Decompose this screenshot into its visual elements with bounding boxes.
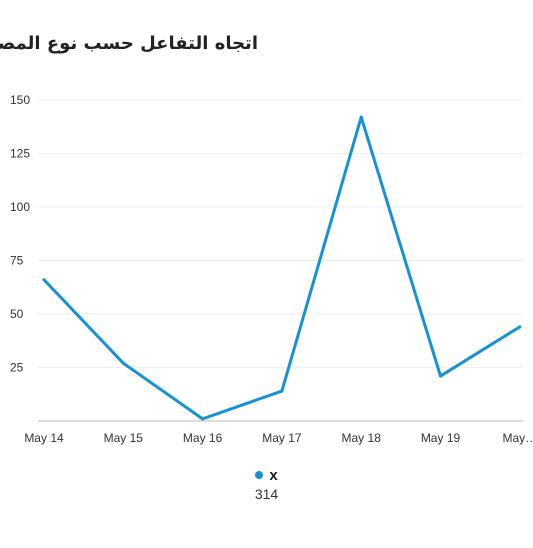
data-point <box>439 374 442 378</box>
y-tick-label: 100 <box>10 200 30 214</box>
y-tick-label: 75 <box>10 254 24 268</box>
data-point <box>518 325 522 329</box>
x-tick-label: May… <box>502 431 533 445</box>
chart-title: اتجاه التفاعل حسب نوع المصدر <box>0 33 258 54</box>
x-tick-label: May 18 <box>342 431 382 445</box>
x-tick-label: May 14 <box>24 431 64 445</box>
data-point <box>121 361 125 365</box>
y-tick-label: 50 <box>10 307 24 321</box>
data-point <box>359 115 363 119</box>
x-tick-label: May 15 <box>104 431 144 445</box>
legend-dot <box>255 471 264 479</box>
data-point <box>42 278 46 282</box>
line-chart: 25 50 75 100 125 150 May 14 May 15 May 16 May 17 M… <box>10 93 533 445</box>
x-tick-label: May 16 <box>183 431 223 445</box>
x-tick-label: May 19 <box>421 431 461 445</box>
data-point <box>280 389 284 393</box>
legend-label: x <box>269 466 278 484</box>
legend: x 314 <box>0 466 533 503</box>
series-line-x <box>42 115 522 421</box>
y-tick-label: 150 <box>10 93 30 107</box>
legend-total: 314 <box>254 486 279 502</box>
legend-item-x[interactable]: x <box>255 466 278 484</box>
x-tick-label: May 17 <box>262 431 302 445</box>
y-tick-label: 25 <box>10 361 24 375</box>
y-tick-label: 125 <box>10 147 30 161</box>
data-point <box>201 417 205 421</box>
